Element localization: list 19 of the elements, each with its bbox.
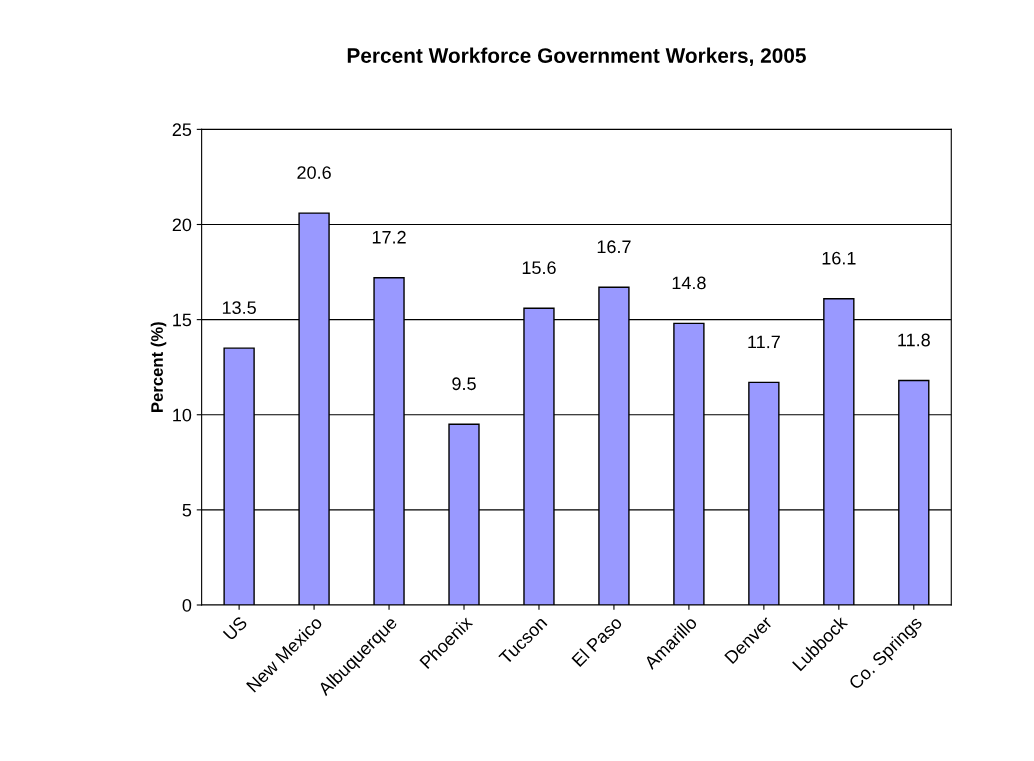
y-tick-label: 25 — [172, 123, 192, 137]
data-label: 17.2 — [372, 230, 406, 244]
data-label: 9.5 — [452, 377, 476, 391]
data-label: 11.7 — [748, 335, 780, 349]
data-label: 16.7 — [597, 240, 631, 254]
y-tick-label: 10 — [173, 408, 192, 422]
data-label: 13.5 — [222, 301, 256, 315]
y-axis-title: Percent (%) — [150, 322, 167, 412]
data-label: 11.8 — [898, 333, 930, 347]
data-label: 14.8 — [672, 276, 706, 290]
x-tick-label: US — [222, 615, 248, 641]
chart-title: Percent Workforce Government Workers, 2005 — [347, 47, 806, 66]
data-label: 20.6 — [297, 166, 331, 179]
y-tick-label: 5 — [182, 503, 192, 517]
data-label: 16.1 — [822, 251, 856, 265]
y-tick-label: 20 — [172, 218, 192, 232]
data-label: 15.6 — [522, 261, 556, 275]
y-tick-label: 0 — [182, 598, 192, 612]
y-tick-label: 15 — [173, 313, 192, 327]
